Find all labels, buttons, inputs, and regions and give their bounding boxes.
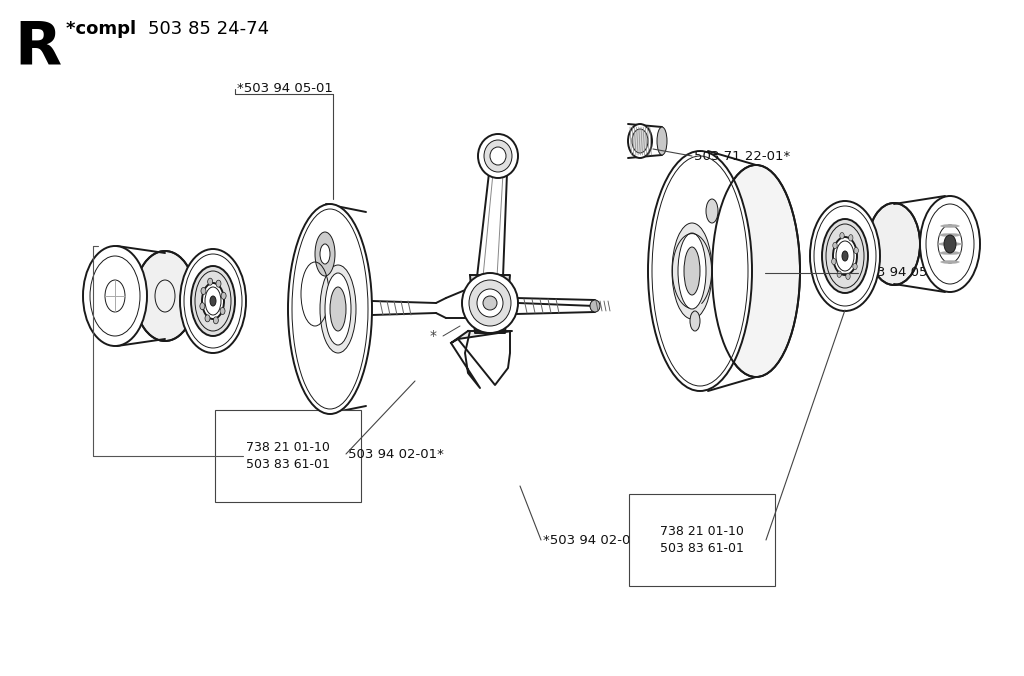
- Ellipse shape: [684, 247, 700, 295]
- Ellipse shape: [205, 315, 210, 322]
- Ellipse shape: [319, 265, 356, 353]
- Ellipse shape: [213, 317, 218, 324]
- Ellipse shape: [822, 219, 868, 293]
- Ellipse shape: [484, 140, 512, 172]
- Ellipse shape: [469, 280, 511, 326]
- Polygon shape: [470, 275, 510, 333]
- Ellipse shape: [837, 271, 842, 277]
- Ellipse shape: [849, 235, 853, 241]
- Ellipse shape: [83, 246, 147, 346]
- Ellipse shape: [135, 251, 195, 341]
- Ellipse shape: [706, 199, 718, 223]
- Ellipse shape: [216, 280, 221, 287]
- Ellipse shape: [202, 283, 224, 319]
- Ellipse shape: [938, 243, 962, 245]
- Ellipse shape: [846, 273, 850, 279]
- Text: *compl: *compl: [66, 20, 142, 38]
- Ellipse shape: [833, 242, 838, 249]
- Ellipse shape: [939, 251, 961, 254]
- Ellipse shape: [941, 224, 959, 228]
- Text: *503 94 02-01: *503 94 02-01: [543, 533, 639, 546]
- Polygon shape: [451, 331, 512, 343]
- Ellipse shape: [672, 223, 712, 319]
- Ellipse shape: [648, 151, 752, 391]
- Ellipse shape: [853, 263, 857, 270]
- Ellipse shape: [944, 235, 956, 253]
- Text: 503 71 22-01*: 503 71 22-01*: [694, 149, 791, 162]
- Ellipse shape: [868, 203, 920, 285]
- Ellipse shape: [478, 134, 518, 178]
- Ellipse shape: [325, 273, 351, 345]
- Text: 738 21 01-10
503 83 61-01: 738 21 01-10 503 83 61-01: [660, 525, 743, 555]
- Ellipse shape: [590, 300, 600, 312]
- Text: *503 94 05-01: *503 94 05-01: [237, 82, 333, 95]
- Ellipse shape: [939, 233, 961, 237]
- Ellipse shape: [315, 232, 335, 276]
- Ellipse shape: [712, 165, 800, 377]
- Ellipse shape: [842, 251, 848, 261]
- Ellipse shape: [288, 204, 372, 414]
- Ellipse shape: [201, 287, 206, 295]
- Ellipse shape: [941, 260, 959, 264]
- Ellipse shape: [220, 308, 225, 314]
- Ellipse shape: [319, 244, 330, 264]
- Ellipse shape: [632, 129, 648, 153]
- Ellipse shape: [810, 201, 880, 311]
- Ellipse shape: [657, 127, 667, 155]
- Text: *: *: [430, 329, 437, 343]
- Ellipse shape: [477, 289, 503, 317]
- Ellipse shape: [483, 296, 497, 310]
- Text: R: R: [14, 19, 61, 78]
- Text: 738 21 01-10
503 83 61-01: 738 21 01-10 503 83 61-01: [246, 441, 330, 471]
- Ellipse shape: [854, 247, 858, 254]
- Ellipse shape: [330, 287, 346, 331]
- Ellipse shape: [831, 258, 836, 264]
- Ellipse shape: [833, 237, 857, 275]
- Ellipse shape: [690, 311, 700, 331]
- Ellipse shape: [208, 279, 213, 285]
- Ellipse shape: [840, 233, 844, 239]
- Text: 503 94 05-01*: 503 94 05-01*: [860, 266, 955, 279]
- Ellipse shape: [180, 249, 246, 353]
- Text: 503 94 02-01*: 503 94 02-01*: [348, 448, 443, 460]
- Ellipse shape: [210, 296, 216, 306]
- Ellipse shape: [221, 292, 226, 299]
- Ellipse shape: [200, 303, 205, 310]
- Text: 503 85 24-74: 503 85 24-74: [148, 20, 269, 38]
- Ellipse shape: [628, 124, 652, 158]
- Ellipse shape: [490, 147, 506, 165]
- Ellipse shape: [678, 233, 706, 309]
- Ellipse shape: [462, 273, 518, 333]
- Ellipse shape: [191, 266, 234, 336]
- Ellipse shape: [920, 196, 980, 292]
